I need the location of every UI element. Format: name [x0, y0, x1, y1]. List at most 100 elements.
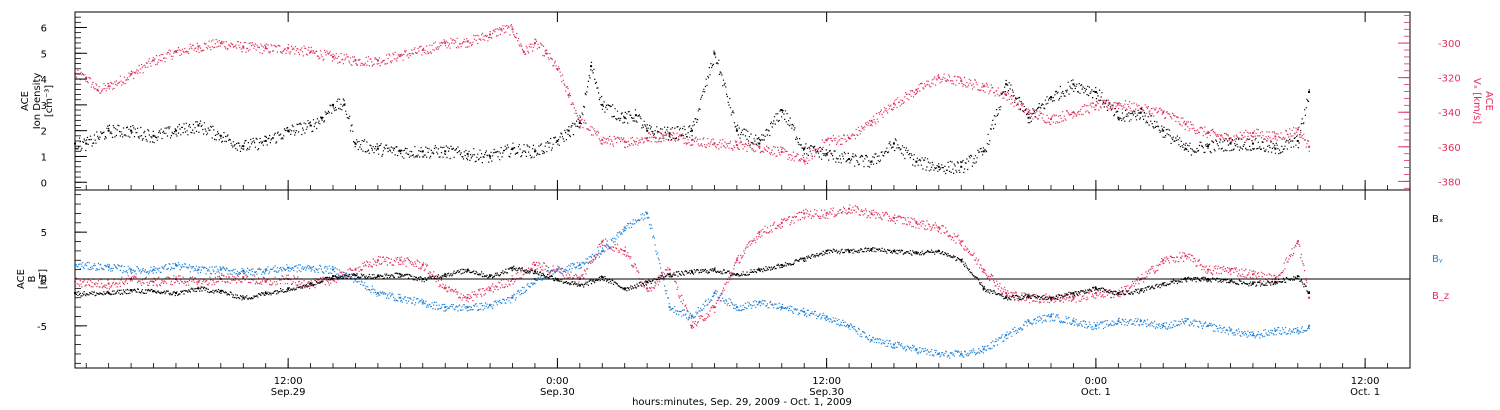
- by-point: [668, 306, 671, 309]
- bz-point: [982, 268, 985, 271]
- top-right-tick-label: -300: [1438, 39, 1461, 50]
- bz-point: [960, 240, 963, 243]
- bx-point: [623, 287, 626, 290]
- top-left-label-line3: [cm⁻³]: [44, 85, 55, 117]
- bx-point: [1005, 296, 1008, 299]
- ion-density-point: [646, 129, 649, 132]
- by-point: [130, 268, 133, 271]
- vx-point: [735, 144, 738, 147]
- ion-density-point: [197, 124, 200, 127]
- top-right-label-title: ACE: [1483, 91, 1494, 111]
- by-point: [511, 296, 514, 299]
- ion-density-point: [1094, 90, 1097, 93]
- x-tick-date-label: Sep.30: [540, 387, 575, 398]
- bz-point: [937, 226, 940, 229]
- by-point: [174, 263, 177, 266]
- by-point: [152, 268, 155, 271]
- x-tick-date-label: Oct. 1: [1081, 387, 1111, 398]
- bx-point: [780, 263, 783, 266]
- by-point: [219, 268, 222, 271]
- vx-point: [1005, 93, 1008, 96]
- bx-point: [578, 284, 581, 287]
- by-point: [691, 315, 694, 318]
- vx-point: [1296, 128, 1299, 131]
- top-left-tick-label: 4: [41, 75, 47, 86]
- bz-point: [197, 280, 200, 283]
- by-point: [1162, 324, 1165, 327]
- by-point: [1207, 324, 1210, 327]
- legend-bx: Bₓ: [1432, 214, 1443, 225]
- by-point: [242, 270, 245, 273]
- bx-point: [870, 248, 873, 251]
- top-left-tick-label: 6: [41, 23, 47, 34]
- vx-point: [803, 159, 806, 162]
- by-point: [892, 343, 895, 346]
- vx-point: [1094, 104, 1097, 107]
- by-point: [1050, 315, 1053, 318]
- by-point: [107, 265, 110, 268]
- bz-point: [870, 212, 873, 215]
- ion-density-point: [130, 129, 133, 132]
- bz-point: [1229, 268, 1232, 271]
- bx-series: [74, 247, 1311, 301]
- by-point: [444, 306, 447, 309]
- vx-point: [567, 93, 570, 96]
- ion-density-point: [74, 142, 76, 145]
- by-point: [735, 306, 738, 309]
- top-left-label-line1: ACE: [20, 91, 31, 111]
- ion-density-point: [590, 65, 593, 68]
- bz-point: [399, 259, 402, 262]
- vx-point: [1274, 135, 1277, 138]
- bz-point: [354, 268, 357, 271]
- bz-point: [1072, 296, 1075, 299]
- bz-point: [780, 221, 783, 224]
- bz-point: [533, 263, 536, 266]
- by-point: [74, 263, 76, 266]
- vx-point: [1308, 145, 1311, 148]
- ion-density-point: [780, 109, 783, 112]
- ion-density-series: [74, 50, 1311, 175]
- bx-point: [1072, 292, 1075, 295]
- ion-density-point: [892, 142, 895, 145]
- ion-density-point: [533, 150, 536, 153]
- vx-point: [1251, 131, 1254, 134]
- by-point: [1005, 334, 1008, 337]
- ion-density-point: [287, 129, 290, 132]
- by-point: [1072, 320, 1075, 323]
- vx-point: [287, 47, 290, 50]
- ion-density-point: [421, 150, 424, 153]
- vx-point: [1229, 137, 1232, 140]
- bz-series: [74, 204, 1311, 329]
- bz-point: [646, 287, 649, 290]
- bz-scatter-points: [75, 204, 1310, 329]
- bx-point: [1296, 275, 1299, 278]
- ion-density-point: [242, 145, 245, 148]
- by-point: [780, 306, 783, 309]
- ion-density-point: [343, 103, 346, 106]
- x-tick-time-label: 0:00: [1085, 376, 1107, 387]
- bx-point: [713, 268, 716, 271]
- ion-density-point: [1162, 129, 1165, 132]
- by-point: [848, 324, 851, 327]
- vx-point: [623, 140, 626, 143]
- vx-point: [915, 88, 918, 91]
- by-point: [646, 212, 649, 215]
- ion-density-point: [399, 150, 402, 153]
- ion-density-point: [1207, 145, 1210, 148]
- ion-density-point: [489, 155, 492, 158]
- bz-point: [1308, 296, 1311, 299]
- bx-point: [803, 257, 806, 260]
- bottom-left-axis-title: ACE B [nT]: [16, 269, 49, 289]
- bottom-legend: Bₓ Bᵧ B_z: [1432, 214, 1449, 302]
- vx-point: [522, 50, 525, 53]
- top-right-tick-label: -360: [1438, 143, 1461, 154]
- by-point: [1094, 324, 1097, 327]
- x-axis-title: hours:minutes, Sep. 29, 2009 - Oct. 1, 2…: [632, 397, 852, 408]
- bx-point: [758, 268, 761, 271]
- ion-density-point: [623, 116, 626, 119]
- vx-point: [1027, 111, 1030, 114]
- bottom-left-label-line3: [nT]: [38, 269, 49, 289]
- vx-point: [892, 102, 895, 105]
- by-point: [1296, 329, 1299, 332]
- bx-point: [960, 259, 963, 262]
